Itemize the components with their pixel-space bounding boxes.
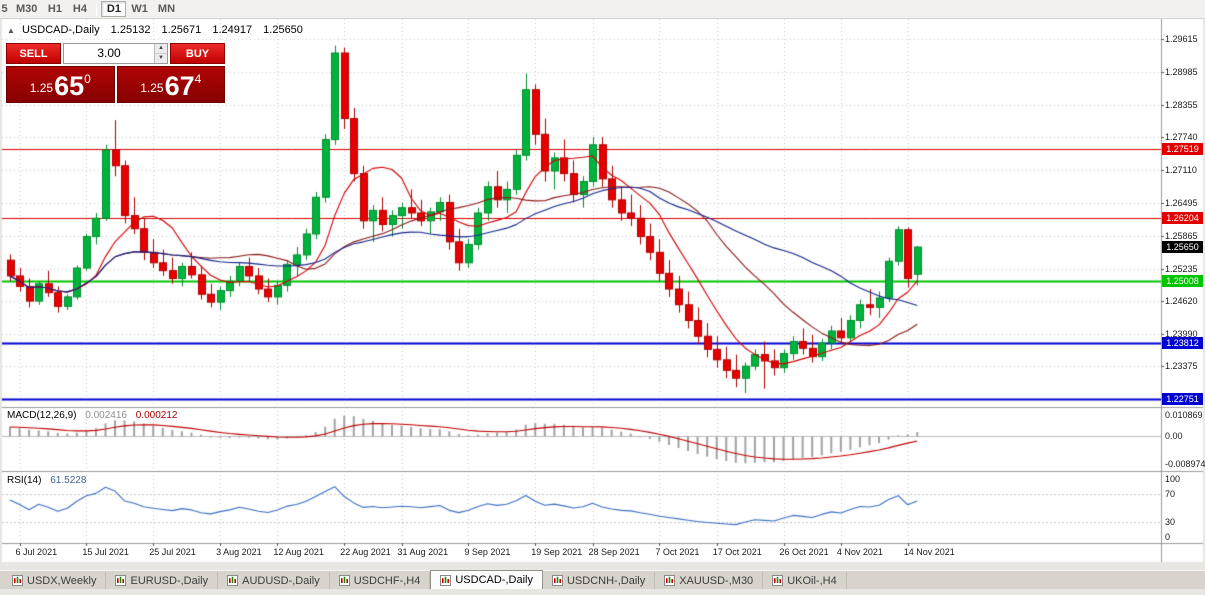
timeframe-button-w1[interactable]: W1: [131, 3, 148, 15]
buy-price-prefix: 1.25: [140, 81, 164, 95]
chart-info-line: ▲ USDCAD-,Daily 1.25132 1.25671 1.24917 …: [7, 24, 303, 36]
chart-tab-label: USDX,Weekly: [27, 574, 97, 587]
current-price-tag: 1.25650: [1162, 241, 1203, 254]
timeframe-button-d1[interactable]: D1: [101, 1, 127, 17]
sell-price-box[interactable]: 1.25 65 0: [6, 66, 115, 103]
rsi-name: RSI(14): [7, 475, 42, 486]
chart-icon: [227, 575, 239, 586]
hline-price-tag[interactable]: 1.25008: [1162, 274, 1203, 287]
chart-tab-label: UKOil-,H4: [787, 574, 837, 587]
chart-tab-eurusd-daily[interactable]: EURUSD-,Daily: [106, 572, 219, 589]
ohlc-high-value: 1.25671: [161, 24, 202, 36]
rsi-value: 61.5228: [50, 475, 87, 486]
timeframe-button-h1[interactable]: H1: [47, 3, 62, 15]
buy-price-sup: 4: [194, 72, 202, 86]
chart-icon: [440, 574, 452, 586]
ohlc-close-value: 1.25650: [263, 24, 303, 36]
chart-tab-label: USDCNH-,Daily: [566, 574, 646, 587]
chart-tab-usdx-weekly[interactable]: USDX,Weekly: [3, 572, 107, 589]
buy-button[interactable]: BUY: [170, 43, 225, 64]
collapse-panel-icon[interactable]: ▲: [7, 26, 15, 35]
hline-price-tag[interactable]: 1.27519: [1162, 143, 1203, 156]
chart-tab-label: USDCHF-,H4: [353, 574, 421, 587]
hline-price-tag[interactable]: 1.23812: [1162, 337, 1203, 350]
chart-tab-usdcad-daily[interactable]: USDCAD-,Daily: [430, 570, 543, 589]
timeframe-toolbar: 5 M30 H1 H4 D1 W1 MN: [0, 0, 1205, 19]
lot-size-spinner: ▲ ▼: [154, 44, 167, 63]
chart-tab-audusd-daily[interactable]: AUDUSD-,Daily: [218, 572, 330, 589]
hline-price-tag[interactable]: 1.26204: [1162, 212, 1203, 224]
sell-button[interactable]: SELL: [6, 43, 61, 64]
one-click-trading-panel: SELL 3.00 ▲ ▼ BUY 1.25 65 0 1.25 67 4: [6, 43, 225, 103]
lot-size-value[interactable]: 3.00: [97, 46, 121, 60]
chart-tab-label: XAUUSD-,M30: [679, 574, 754, 587]
chart-tabs-bar: USDX,Weekly EURUSD-,Daily AUDUSD-,Daily USD…: [0, 570, 1205, 589]
sell-price-big: 65: [54, 71, 85, 101]
chart-icon: [664, 575, 676, 586]
chart-symbol-label: USDCAD-,Daily: [21, 24, 100, 36]
chart-tab-label: AUDUSD-,Daily: [242, 574, 320, 587]
toolbar-separator: [96, 2, 98, 16]
macd-indicator-label: MACD(12,26,9) 0.002416 0.000212: [7, 410, 177, 421]
sell-price-prefix: 1.25: [29, 81, 54, 95]
chart-tab-label: USDCAD-,Daily: [455, 574, 533, 586]
hline-price-tag[interactable]: 1.22751: [1162, 393, 1203, 406]
buy-price-box[interactable]: 1.25 67 4: [116, 66, 225, 103]
chart-tab-xauusd-m30[interactable]: XAUUSD-,M30: [655, 572, 764, 589]
chart-icon: [772, 575, 784, 586]
sell-price-sup: 0: [84, 72, 91, 86]
chart-tab-usdchf-h4[interactable]: USDCHF-,H4: [330, 572, 431, 589]
chart-icon: [12, 575, 23, 586]
lot-spin-down-icon[interactable]: ▼: [155, 54, 167, 63]
lot-size-field[interactable]: 3.00 ▲ ▼: [63, 43, 168, 64]
lot-spin-up-icon[interactable]: ▲: [155, 44, 167, 54]
chart-icon: [115, 575, 127, 586]
timeframe-button-5[interactable]: 5: [1, 3, 8, 15]
ohlc-open-value: 1.25132: [110, 24, 151, 36]
chart-tab-usdcnh-daily[interactable]: USDCNH-,Daily: [543, 572, 656, 589]
chart-icon: [551, 575, 563, 586]
chart-tab-ukoil-h4[interactable]: UKOil-,H4: [763, 572, 847, 589]
ohlc-low-value: 1.24917: [212, 24, 253, 36]
timeframe-button-mn[interactable]: MN: [157, 3, 176, 15]
chart-tab-label: EURUSD-,Daily: [130, 574, 209, 587]
macd-main-value: 0.002416: [85, 410, 127, 421]
macd-name: MACD(12,26,9): [7, 410, 77, 421]
chart-icon: [338, 575, 350, 586]
macd-signal-value: 0.000212: [135, 410, 178, 421]
rsi-indicator-label: RSI(14) 61.5228: [7, 475, 86, 486]
timeframe-button-m30[interactable]: M30: [16, 3, 38, 15]
buy-price-big: 67: [164, 71, 195, 101]
timeframe-button-h4[interactable]: H4: [72, 3, 87, 15]
